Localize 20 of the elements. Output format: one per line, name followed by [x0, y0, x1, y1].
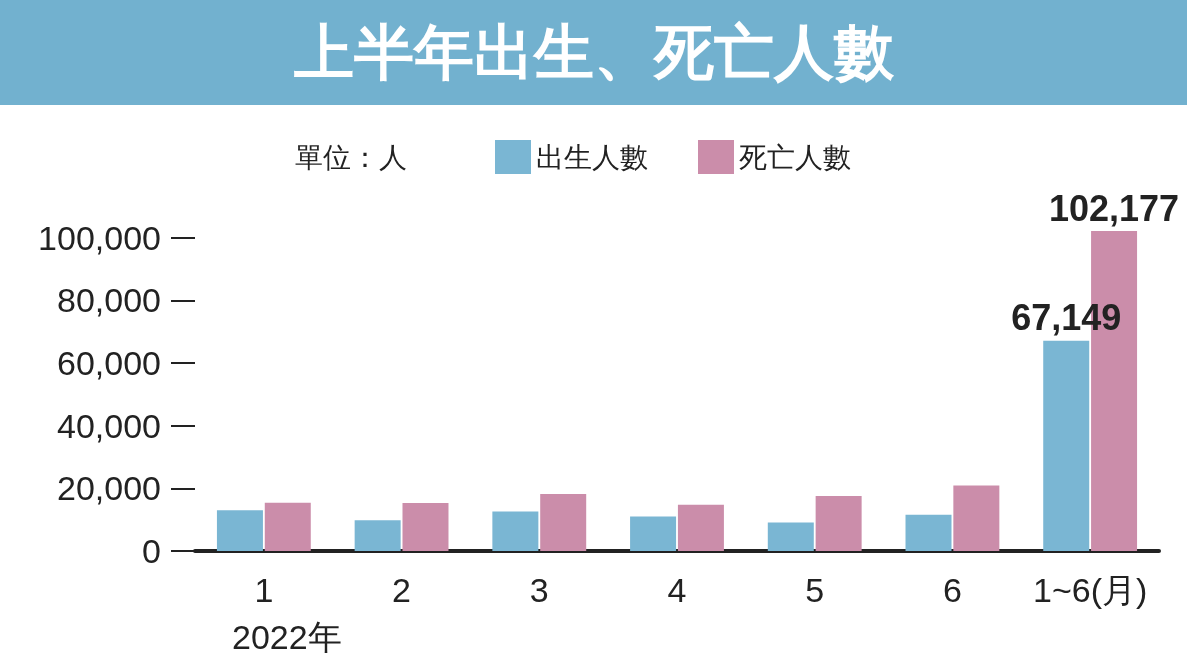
text: 2022年: [232, 618, 342, 656]
data-label: 67,149: [1011, 297, 1122, 339]
text: 單位：人: [295, 140, 407, 174]
x-tick-label: 1~6(月): [1032, 571, 1148, 609]
y-tick-label: 40,000: [57, 406, 161, 445]
y-tick-label: 0: [142, 532, 161, 570]
data-label: 102,177: [1048, 187, 1180, 229]
x-tick-label: 4: [667, 571, 687, 609]
x-tick-label: 5: [805, 571, 825, 609]
x-tick-label: 1: [254, 571, 274, 609]
legend-label: 出生人數: [536, 140, 648, 174]
chart-title: 上半年出生、死亡人數: [0, 0, 1187, 105]
x-tick-label: 2: [392, 571, 412, 609]
x-tick-label: 3: [529, 571, 549, 609]
x-tick-label: 6: [942, 571, 962, 609]
y-tick-label: 100,000: [38, 218, 161, 257]
y-tick-label: 80,000: [57, 281, 161, 320]
y-tick-label: 60,000: [57, 344, 161, 383]
y-tick-label: 20,000: [57, 469, 161, 508]
legend-label: 死亡人數: [739, 140, 851, 174]
